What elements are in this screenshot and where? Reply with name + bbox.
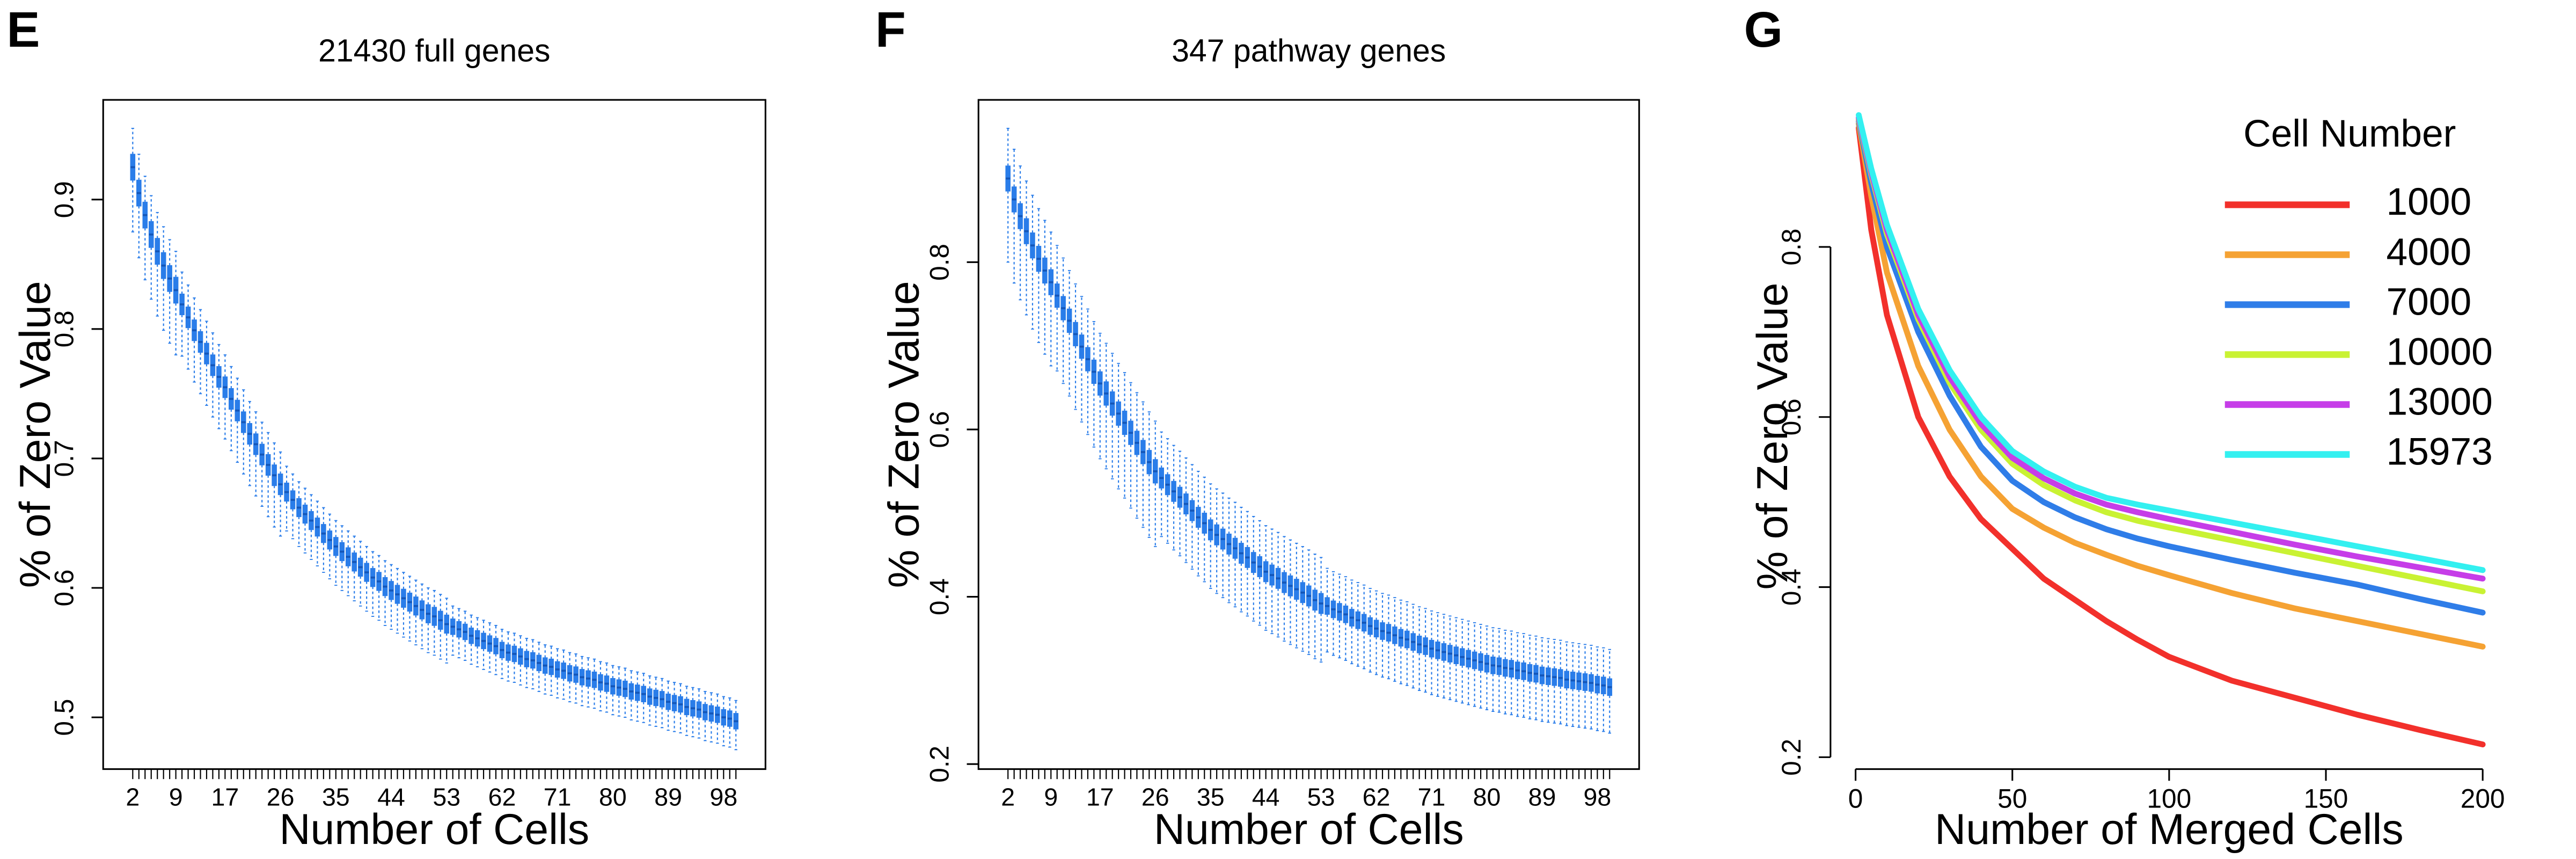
y-tick-label: 0.6	[1776, 398, 1806, 435]
x-tick-label: 200	[2461, 784, 2505, 814]
x-tick-label: 0	[1848, 784, 1863, 814]
legend-label: 15973	[2387, 430, 2493, 473]
x-tick-label: 89	[654, 783, 682, 811]
panel: G % of Zero Value Number of Merged Cells 0.…	[1744, 2, 2505, 854]
y-axis-label: % of Zero Value	[11, 281, 60, 588]
legend-label: 1000	[2387, 180, 2472, 223]
x-tick-label: 44	[377, 783, 405, 811]
panel-label: F	[875, 2, 906, 57]
y-tick-label: 0.2	[1776, 739, 1806, 776]
plot-frame	[102, 99, 766, 770]
panel-label: G	[1744, 2, 1783, 57]
y-tick-label: 0.8	[1776, 228, 1806, 265]
y-tick-label: 0.4	[924, 578, 954, 615]
x-tick-label: 80	[1473, 783, 1501, 811]
y-axis-label: % of Zero Value	[1748, 282, 1797, 589]
x-tick-label: 17	[1086, 783, 1114, 811]
chart-title: 347 pathway genes	[1172, 34, 1446, 69]
x-tick-label: 89	[1528, 783, 1556, 811]
x-tick-label: 26	[267, 783, 295, 811]
y-tick-label: 0.5	[49, 699, 79, 736]
y-tick-label: 0.8	[924, 244, 954, 281]
y-tick-label: 0.9	[49, 181, 79, 218]
panel: F 347 pathway genes % of Zero Value Number …	[875, 2, 1640, 854]
x-tick-label: 35	[1197, 783, 1225, 811]
y-tick-label: 0.8	[49, 310, 79, 347]
x-tick-label: 50	[1997, 784, 2027, 814]
legend-label: 13000	[2387, 380, 2493, 423]
x-tick-label: 44	[1252, 783, 1280, 811]
y-axis-label: % of Zero Value	[880, 281, 928, 588]
chart-title: 21430 full genes	[318, 34, 550, 69]
series-line	[1856, 120, 2486, 650]
x-tick-label: 71	[544, 783, 572, 811]
y-tick-label: 0.7	[49, 440, 79, 477]
x-tick-label: 62	[488, 783, 516, 811]
x-tick-label: 100	[2147, 784, 2191, 814]
x-axis-label: Number of Cells	[1154, 805, 1464, 854]
x-tick-label: 17	[211, 783, 239, 811]
legend-title: Cell Number	[2243, 112, 2456, 155]
x-tick-label: 62	[1363, 783, 1391, 811]
x-axis-label: Number of Merged Cells	[1935, 805, 2404, 854]
x-axis-label: Number of Cells	[279, 805, 589, 854]
x-tick-label: 9	[1044, 783, 1058, 811]
y-tick-label: 0.2	[924, 746, 954, 783]
x-tick-label: 2	[1001, 783, 1015, 811]
panel: E 21430 full genes % of Zero Value Number o…	[6, 2, 766, 854]
x-tick-label: 150	[2304, 784, 2348, 814]
x-tick-label: 53	[433, 783, 460, 811]
x-tick-label: 35	[322, 783, 350, 811]
y-tick-label: 0.4	[1776, 569, 1806, 606]
x-tick-label: 71	[1418, 783, 1446, 811]
x-tick-label: 2	[126, 783, 140, 811]
x-tick-label: 98	[1584, 783, 1612, 811]
x-tick-label: 9	[169, 783, 183, 811]
y-tick-label: 0.6	[924, 411, 954, 448]
legend-label: 7000	[2387, 280, 2472, 323]
x-tick-label: 53	[1307, 783, 1335, 811]
legend: Cell Number 1000 4000 7000 10000 13000 15973	[2224, 112, 2493, 473]
panel-label: E	[6, 2, 40, 57]
y-tick-label: 0.6	[49, 570, 79, 607]
legend-label: 10000	[2387, 330, 2493, 373]
legend-label: 4000	[2387, 230, 2472, 273]
x-tick-label: 80	[599, 783, 627, 811]
x-tick-label: 26	[1141, 783, 1169, 811]
series-line	[1856, 118, 2486, 616]
series-line	[1856, 125, 2486, 748]
x-tick-label: 98	[709, 783, 737, 811]
series-line	[1856, 112, 2486, 573]
